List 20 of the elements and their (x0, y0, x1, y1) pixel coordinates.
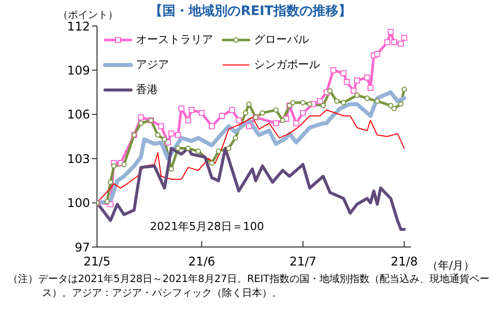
y-tick-label: 100 (67, 196, 90, 210)
x-tick-label: 21/6 (188, 254, 216, 269)
chart-title: 【国・地域別のREIT指数の推移】 (150, 4, 352, 19)
y-tick-label: 103 (67, 152, 90, 166)
x-tick-label: 21/8 (390, 254, 418, 269)
y-tick-label: 109 (67, 63, 90, 78)
legend-label: オーストラリア (136, 32, 213, 47)
text: （注）データは2021年5月28日～2021年8月27日。REIT指数の国・地域別指数（配当込み、現地通貨ベース）。アジア：アジア・パシフィック（除く日本）。 (8, 273, 490, 301)
annotation: 2021年5月28日＝100 (150, 219, 264, 234)
legend-label: 香港 (136, 82, 158, 97)
legend-label: グローバル (254, 32, 309, 47)
x-tick-label: 21/7 (289, 254, 316, 269)
y-tick-label: 112 (67, 19, 90, 34)
y-tick-label: 106 (67, 108, 90, 122)
legend-label: シンガポール (254, 57, 320, 72)
legend-label: アジア (136, 57, 169, 72)
y-tick-label: 97 (74, 240, 90, 254)
y-axis-title: （ポイント） (58, 9, 118, 22)
x-tick-label: 21/5 (84, 254, 110, 269)
x-axis-title: （年/月） (427, 258, 475, 273)
